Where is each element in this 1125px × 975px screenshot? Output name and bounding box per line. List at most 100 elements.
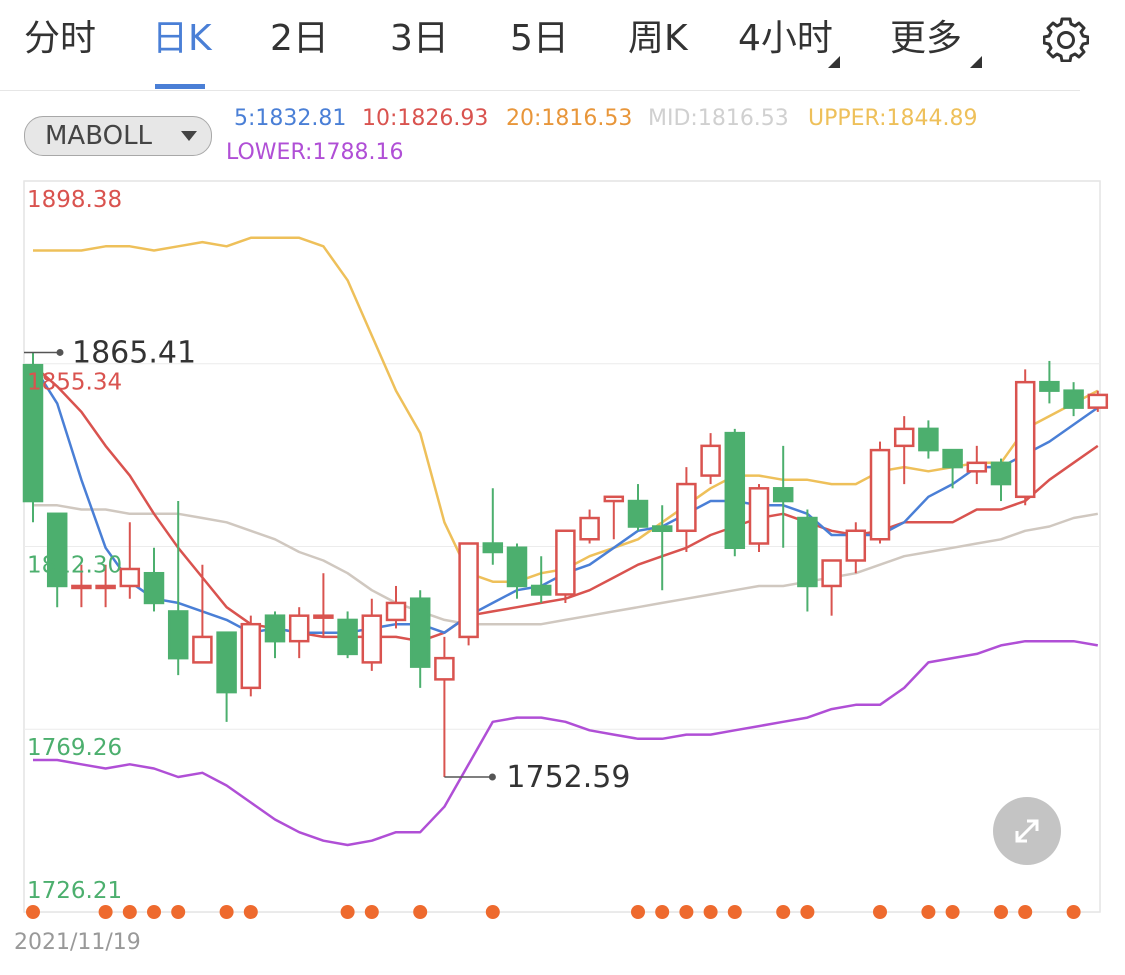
candle-body	[1039, 380, 1060, 392]
fullscreen-button[interactable]	[993, 797, 1061, 865]
y-axis-label: 1855.34	[27, 370, 122, 396]
ma20-line	[33, 504, 1099, 626]
candle-body	[748, 487, 770, 545]
candle-body	[240, 622, 262, 690]
candle	[1039, 360, 1060, 404]
candle	[264, 611, 286, 659]
candle-body	[555, 529, 576, 596]
candle	[990, 458, 1012, 502]
event-dot	[1066, 905, 1081, 919]
candle	[288, 607, 310, 659]
tab-3-day[interactable]: 3日	[390, 18, 449, 59]
candle	[748, 484, 770, 552]
candle-body	[893, 427, 915, 448]
candle	[167, 501, 189, 676]
candle-body	[192, 635, 213, 664]
lower-line	[33, 639, 1099, 847]
y-axis-label: 1812.30	[27, 552, 122, 578]
candle	[240, 615, 262, 697]
legend-upper: UPPER:1844.89	[808, 106, 978, 131]
legend-ma20: 20:1816.53	[506, 106, 633, 131]
candle-body	[458, 542, 479, 639]
caret-down-icon	[181, 131, 197, 141]
candle	[603, 495, 625, 540]
candle	[772, 445, 794, 548]
candle-body	[361, 614, 383, 664]
candle	[942, 448, 963, 489]
event-dot	[631, 905, 645, 919]
event-dot	[655, 905, 670, 919]
candle-body	[95, 584, 116, 590]
event-dot	[727, 905, 742, 919]
candle	[95, 564, 116, 608]
candle	[361, 598, 383, 671]
candle-body	[434, 656, 455, 681]
settings-gear-icon[interactable]	[1043, 16, 1089, 62]
candle-body	[1063, 389, 1084, 409]
dropdown-corner-icon	[970, 56, 982, 68]
candle	[1087, 390, 1109, 412]
y-axis-label: 1726.21	[27, 878, 122, 904]
candle-body	[869, 448, 891, 541]
candle	[46, 512, 68, 608]
event-dot	[98, 905, 113, 919]
event-dot	[994, 905, 1008, 919]
tab-more[interactable]: 更多	[890, 18, 963, 59]
candle-body	[119, 567, 141, 588]
candle	[313, 573, 334, 637]
candle-body	[337, 618, 358, 656]
legend-mid: MID:1816.53	[648, 106, 789, 131]
candle-body	[264, 614, 286, 643]
candle-body	[482, 542, 504, 554]
candle-body	[845, 529, 867, 562]
event-dot	[776, 905, 791, 919]
indicator-select[interactable]: MABOLL	[24, 116, 212, 156]
candle	[119, 522, 141, 599]
tab-weekly-k[interactable]: 周K	[628, 18, 688, 59]
candle	[627, 484, 649, 531]
candle-body	[724, 431, 746, 550]
candle-body	[603, 495, 625, 503]
tab-4-hour[interactable]: 4小时	[738, 18, 833, 59]
active-tab-indicator	[155, 84, 205, 89]
event-dot	[364, 905, 379, 919]
candle	[337, 611, 358, 659]
high-annotation-dot	[56, 348, 64, 356]
candle	[893, 416, 915, 485]
candle	[797, 509, 818, 612]
period-tab-bar: 分时 日K 2日 3日 5日 周K 4小时 更多	[0, 0, 1125, 90]
candle	[918, 420, 939, 459]
tab-daily-k[interactable]: 日K	[152, 18, 212, 59]
candle	[555, 529, 576, 603]
candle-body	[1014, 380, 1036, 499]
legend-ma5: 5:1832.81	[234, 106, 347, 131]
high-price-label: 1865.41	[72, 335, 196, 370]
candle-body	[216, 631, 237, 694]
y-axis-label: 1769.26	[27, 735, 122, 761]
event-dot	[219, 905, 234, 919]
candle	[385, 585, 407, 629]
tab-intraday[interactable]: 分时	[24, 18, 97, 59]
candle-body	[530, 584, 552, 596]
candle	[966, 445, 988, 485]
candle	[22, 352, 44, 523]
event-dot	[243, 905, 258, 919]
candle	[724, 428, 746, 557]
candle-body	[409, 597, 431, 668]
tab-2-day[interactable]: 2日	[270, 18, 329, 59]
candle-body	[700, 444, 721, 477]
candle	[409, 590, 431, 688]
candle-body	[143, 571, 165, 605]
candle-body	[506, 546, 528, 588]
event-dot	[485, 905, 500, 919]
event-dot	[679, 905, 694, 919]
candlestick-chart[interactable]: 1898.38 1855.34 1812.30 1769.26 1726.21 1865.…	[0, 170, 1125, 930]
tab-5-day[interactable]: 5日	[510, 18, 569, 59]
candle-body	[651, 525, 673, 533]
event-dot	[340, 905, 355, 919]
dropdown-corner-icon	[828, 56, 840, 68]
event-dot	[26, 905, 40, 919]
candle	[530, 556, 552, 603]
expand-arrows-icon	[1015, 819, 1039, 843]
y-axis-label: 1898.38	[27, 187, 122, 213]
